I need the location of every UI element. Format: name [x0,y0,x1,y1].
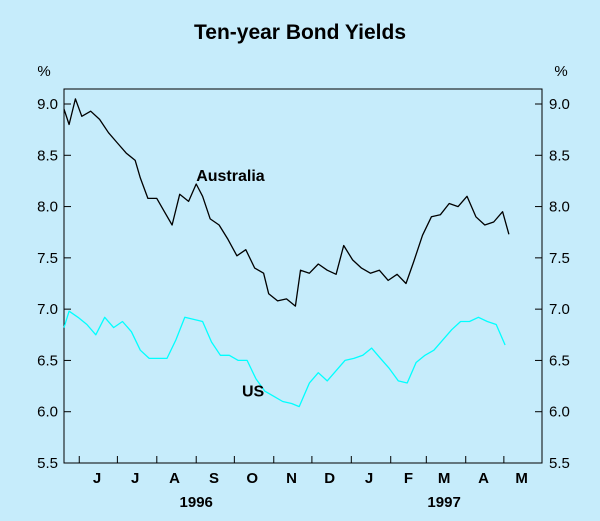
y-tick-label-left: 7.5 [37,250,58,267]
y-tick-label-left: 9.0 [37,96,58,113]
y-tick-label-right: 7.5 [549,250,570,267]
y-tick-label-left: 8.5 [37,147,58,164]
y-tick-label-right: 9.0 [549,96,570,113]
x-tick-label: A [478,470,489,487]
y-tick-label-right: 6.0 [549,404,570,421]
y-unit-left: % [37,63,50,80]
year-label: 1997 [427,494,460,511]
x-tick-label: M [515,470,528,487]
chart-title: Ten-year Bond Yields [194,21,406,44]
series-label-australia: Australia [196,168,265,185]
y-tick-label-left: 8.0 [37,199,58,216]
series-label-us: US [242,383,265,400]
y-tick-label-right: 5.5 [549,455,570,472]
x-tick-label: N [286,470,297,487]
series-lines [63,98,510,408]
y-tick-label-left: 6.0 [37,404,58,421]
axis-ticks [64,103,542,464]
series-line-australia [63,98,510,307]
x-tick-label: F [404,470,413,487]
y-tick-label-right: 8.0 [549,199,570,216]
year-label: 1996 [180,494,213,511]
plot-area [63,88,543,464]
y-tick-label-left: 7.0 [37,301,58,318]
x-tick-label: D [324,470,335,487]
axis-labels: 5.5 5.5 6.0 6.0 6.5 6.5 7.0 7.0 7.5 7.5 8.0 8.0 8.5 8… [37,96,570,511]
y-tick-label-left: 6.5 [37,352,58,369]
y-tick-label-left: 5.5 [37,455,58,472]
y-tick-label-right: 8.5 [549,147,570,164]
y-unit-right: % [554,63,567,80]
x-tick-label: J [93,470,101,487]
series-line-us [63,310,506,408]
y-tick-label-right: 7.0 [549,301,570,318]
x-tick-label: O [246,470,258,487]
y-tick-label-right: 6.5 [549,352,570,369]
x-tick-label: J [131,470,139,487]
x-tick-label: S [209,470,219,487]
x-tick-label: J [365,470,373,487]
x-tick-label: M [438,470,451,487]
x-tick-label: A [169,470,180,487]
